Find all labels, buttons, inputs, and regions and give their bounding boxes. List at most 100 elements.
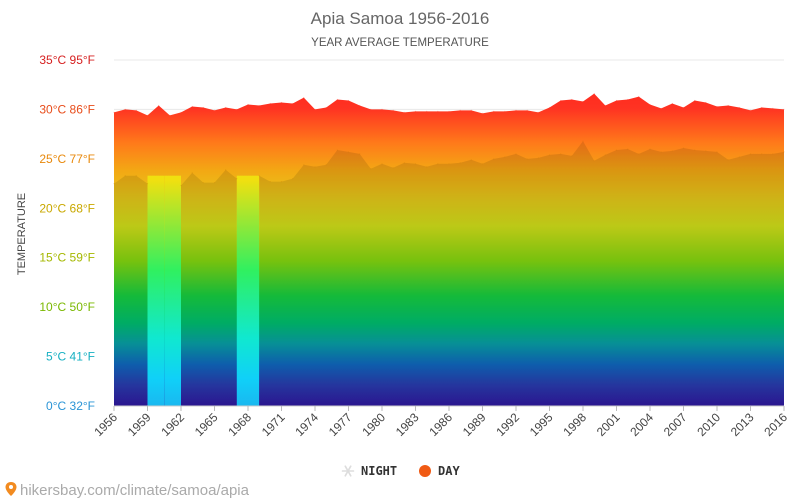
data-point-night [548,154,551,156]
data-point-day [660,107,662,109]
y-axis-label: TEMPERATURE [16,193,28,275]
data-point-night [783,151,785,153]
data-point-night [682,147,685,149]
series-area-night [259,141,785,406]
data-point-day [749,109,752,111]
source-link: hikersbay.com/climate/samoa/apia [20,482,250,499]
data-point-night [269,181,271,183]
data-point-night [660,151,662,153]
data-point-night [671,150,673,152]
data-point-day [314,108,316,110]
data-point-day [169,114,171,116]
legend-swatch-day [419,465,431,477]
data-point-day [481,112,484,114]
legend-item-day[interactable]: DAY [419,464,460,478]
data-point-night [493,158,495,160]
y-axis-ticks: 0°C 32°F 5°C 41°F 10°C 50°F 15°C 59°F 20°C 6… [39,53,95,413]
x-tick-label: 1968 [225,410,254,439]
data-point-day [682,106,685,109]
data-point-night [403,162,405,164]
legend-label-night: NIGHT [361,464,397,478]
data-point-day [403,111,405,113]
data-point-night [124,175,126,177]
data-point-day [727,104,729,107]
data-point-night [180,184,182,187]
data-point-day [236,108,238,110]
data-point-day [504,110,506,112]
data-point-day [303,97,305,99]
data-point-day [738,106,740,109]
legend: NIGHT DAY [341,464,460,478]
y-tick-label: 35°C 95°F [39,53,95,67]
data-point-day [191,105,193,108]
x-tick-label: 1998 [560,410,589,439]
data-point-day [124,108,126,110]
data-point-day [638,96,640,98]
chart-subtitle: YEAR AVERAGE TEMPERATURE [311,37,489,49]
x-tick-label: 1965 [192,410,221,439]
data-point-night [627,148,629,150]
data-point-night [280,181,283,183]
data-point-night [481,163,484,165]
data-point-night [437,163,439,165]
x-tick-label: 1995 [527,410,556,439]
data-point-day [426,110,428,112]
data-point-night [504,156,506,158]
data-point-day [158,104,160,107]
legend-item-night[interactable]: NIGHT [341,464,398,478]
data-point-day [180,111,182,113]
night-data-gap [147,175,165,406]
data-point-day [761,106,763,109]
data-point-day [292,102,294,105]
plot-area [113,93,785,406]
legend-label-day: DAY [438,464,460,478]
source-credit[interactable]: hikersbay.com/climate/samoa/apia [5,482,250,499]
data-point-day [571,98,573,101]
x-tick-label: 1983 [393,410,422,439]
data-point-day [280,101,283,104]
x-tick-label: 1980 [359,410,388,439]
series-area-day [114,93,784,406]
data-point-day [225,106,227,109]
data-point-night [537,157,539,159]
x-tick-label: 2001 [594,410,623,439]
y-tick-label: 25°C 77°F [39,152,95,166]
data-point-day [649,103,651,106]
data-point-night [448,163,450,165]
data-point-night [638,153,640,155]
data-point-day [772,107,774,109]
data-point-day [694,99,696,102]
data-point-night [615,149,618,151]
data-point-night [325,164,327,166]
x-tick-label: 1959 [125,410,154,439]
night-data-gap [236,175,260,406]
data-point-day [671,102,673,105]
data-point-night [213,182,216,184]
data-point-night [370,168,372,170]
data-point-night [582,140,584,142]
data-point-night [381,163,383,165]
data-point-night [336,149,338,151]
y-tick-label: 10°C 50°F [39,300,95,314]
data-point-day [325,106,327,109]
data-point-night [515,153,517,155]
data-point-day [213,109,216,111]
data-point-day [548,106,551,109]
x-tick-label: 1971 [259,410,288,439]
data-point-day [582,100,584,103]
data-point-day [593,93,595,95]
data-point-day [470,109,472,111]
data-point-day [459,109,461,111]
data-point-night [359,153,361,155]
data-point-night [292,178,294,180]
data-point-night [414,163,417,165]
data-point-day [560,99,562,102]
data-point-night [772,153,774,155]
data-point-day [615,99,618,102]
data-point-day [627,98,629,101]
x-tick-label: 1962 [158,410,187,439]
data-point-day [437,110,439,112]
location-pin-icon [5,482,17,496]
data-point-day [370,108,372,110]
data-point-night [426,166,428,168]
